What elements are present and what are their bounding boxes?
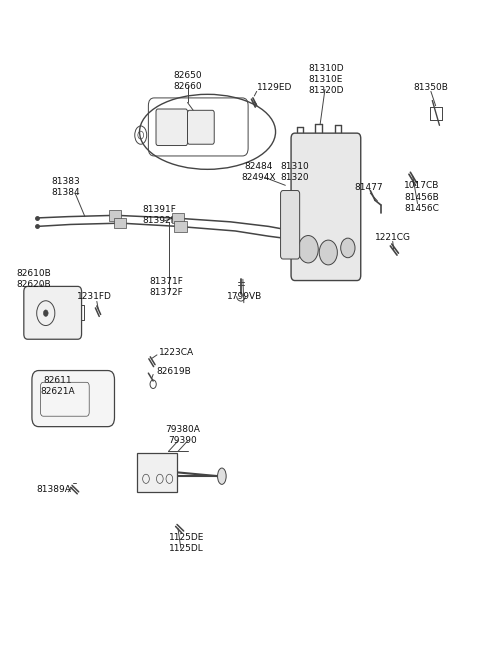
- Text: 81310D
81310E
81320D: 81310D 81310E 81320D: [308, 64, 344, 95]
- Text: 79380A
79390: 79380A 79390: [165, 425, 200, 445]
- Text: 81350B: 81350B: [413, 83, 448, 92]
- Text: 81310
81320: 81310 81320: [280, 162, 309, 182]
- Text: 1223CA: 1223CA: [159, 348, 194, 357]
- FancyBboxPatch shape: [32, 371, 115, 426]
- Ellipse shape: [341, 238, 355, 257]
- Text: 82610B
82620B: 82610B 82620B: [16, 269, 51, 289]
- Ellipse shape: [43, 310, 48, 316]
- Text: 81391F
81392F: 81391F 81392F: [142, 205, 176, 225]
- Text: 81477: 81477: [355, 183, 383, 192]
- Bar: [174, 221, 187, 232]
- Text: 81371F
81372F: 81371F 81372F: [149, 277, 183, 297]
- FancyBboxPatch shape: [156, 109, 188, 145]
- Text: 81389A: 81389A: [36, 485, 72, 494]
- Text: 1799VB: 1799VB: [227, 292, 263, 301]
- Text: 1017CB
81456B
81456C: 1017CB 81456B 81456C: [404, 181, 439, 213]
- FancyBboxPatch shape: [188, 110, 214, 144]
- Ellipse shape: [319, 240, 337, 265]
- Bar: [172, 213, 184, 223]
- FancyBboxPatch shape: [291, 133, 361, 280]
- Bar: [114, 218, 126, 229]
- Text: 82650
82660: 82650 82660: [173, 71, 202, 91]
- FancyBboxPatch shape: [24, 286, 82, 339]
- Text: 81383
81384: 81383 81384: [51, 178, 80, 197]
- Ellipse shape: [217, 468, 226, 484]
- Text: 82611
82621A: 82611 82621A: [40, 376, 75, 396]
- Text: 82619B: 82619B: [156, 367, 191, 377]
- Text: 1129ED: 1129ED: [257, 83, 292, 92]
- Text: 82484
82494X: 82484 82494X: [241, 162, 276, 182]
- Bar: [137, 453, 177, 492]
- Text: 1125DE
1125DL: 1125DE 1125DL: [169, 533, 204, 553]
- Text: 1221CG: 1221CG: [375, 233, 411, 242]
- Text: 1231FD: 1231FD: [77, 291, 112, 301]
- Bar: [109, 210, 121, 221]
- FancyBboxPatch shape: [281, 191, 300, 259]
- Ellipse shape: [298, 236, 318, 263]
